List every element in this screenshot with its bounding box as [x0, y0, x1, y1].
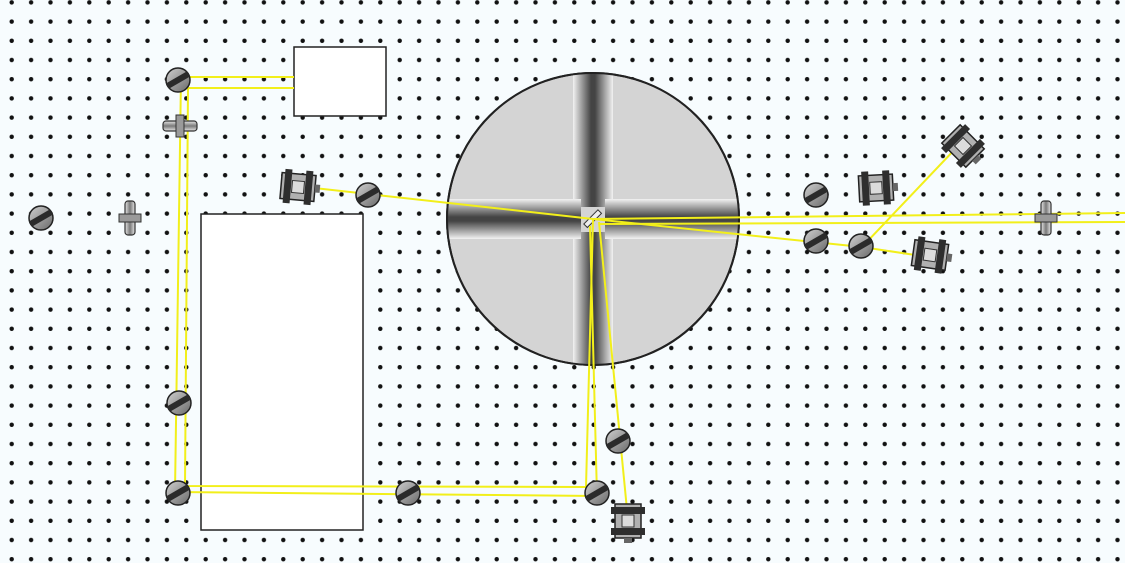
mirror-bottom-mid	[395, 480, 421, 506]
mirror-lower-right	[605, 428, 631, 454]
mirror-right-lower-b	[848, 233, 874, 259]
mount-right-upper	[857, 169, 900, 207]
mirror-bottom-left	[165, 480, 191, 506]
mirror-left-mid	[166, 390, 192, 416]
beam-upper-left	[295, 185, 594, 220]
beam-lower-down	[598, 221, 629, 521]
laser-box	[200, 213, 364, 531]
beam-to-upper-detector	[861, 145, 959, 248]
mirror-upper-center	[355, 182, 381, 208]
chamber-port-top	[573, 74, 613, 207]
mirror-right-lower-a	[803, 228, 829, 254]
upper-source-box	[293, 46, 387, 117]
mirror-bottom-corner	[584, 480, 610, 506]
mirror-top-left	[165, 67, 191, 93]
mirror-far-left	[28, 205, 54, 231]
mirror-right-upper	[803, 182, 829, 208]
mount-bottom	[610, 503, 646, 544]
